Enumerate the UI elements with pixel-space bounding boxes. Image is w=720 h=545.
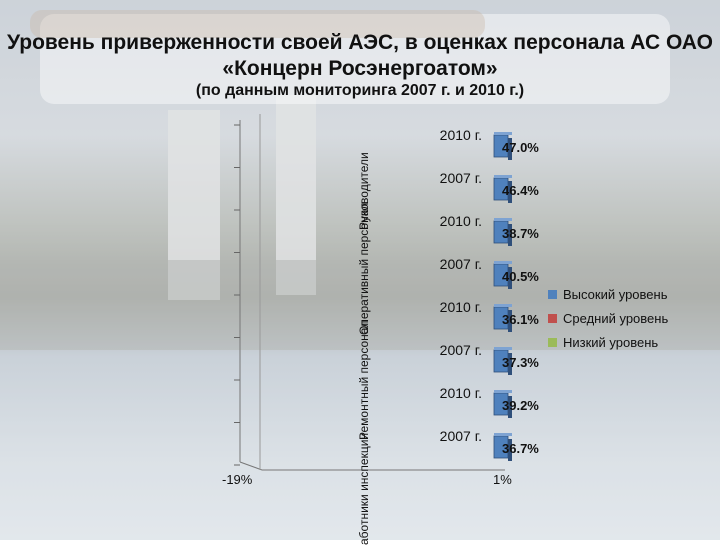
category-label: 2007 г. — [439, 428, 482, 444]
bar-side — [508, 310, 512, 332]
category-label: 2007 г. — [439, 342, 482, 358]
data-label: 47.0% — [502, 140, 539, 155]
legend-label: Средний уровень — [563, 310, 669, 326]
legend-swatch — [548, 313, 557, 323]
bar-top — [494, 433, 512, 436]
legend-swatch — [548, 289, 557, 299]
category-label: 2010 г. — [439, 385, 482, 401]
category-label: 2007 г. — [439, 256, 482, 272]
x-tick-label: -19% — [222, 472, 253, 487]
bar-top — [494, 304, 512, 307]
legend-item: Высокий уровень — [548, 282, 668, 306]
bar-side — [508, 353, 512, 375]
title-tab — [30, 10, 485, 38]
bar-side — [508, 396, 512, 418]
data-label: 38.7% — [502, 226, 539, 241]
page-subtitle: (по данным мониторинга 2007 г. и 2010 г.… — [195, 82, 525, 99]
bar-side — [508, 439, 512, 461]
bar-top — [494, 390, 512, 393]
data-label: 36.1% — [502, 312, 539, 327]
bar-side — [508, 138, 512, 160]
legend: Высокий уровень Средний уровень Низкий у… — [548, 282, 668, 354]
legend-item: Средний уровень — [548, 306, 668, 330]
legend-label: Низкий уровень — [563, 334, 659, 350]
data-label: 36.7% — [502, 441, 539, 456]
bar-top — [494, 218, 512, 221]
data-label: 40.5% — [502, 269, 539, 284]
bar-side — [508, 267, 512, 289]
category-label: 2007 г. — [439, 170, 482, 186]
bar-side — [508, 224, 512, 246]
group-label: Оперативный персонал — [357, 202, 371, 335]
category-label: 2010 г. — [439, 213, 482, 229]
group-label: аботники инспекции — [357, 432, 371, 545]
bar-top — [494, 261, 512, 264]
legend-label: Высокий уровень — [563, 286, 668, 302]
data-label: 37.3% — [502, 355, 539, 370]
bar-top — [494, 347, 512, 350]
page-title: Уровень приверженности своей АЭС, в оцен… — [7, 31, 713, 80]
x-tick-label: 1% — [493, 472, 512, 487]
legend-item: Низкий уровень — [548, 330, 668, 354]
bar-top — [494, 175, 512, 178]
category-label: 2010 г. — [439, 127, 482, 143]
title-band — [40, 14, 670, 104]
bar-side — [508, 181, 512, 203]
category-label: 2010 г. — [439, 299, 482, 315]
group-label: Ремонтный персонал — [357, 320, 371, 440]
data-label: 46.4% — [502, 183, 539, 198]
legend-swatch — [548, 337, 557, 347]
data-label: 39.2% — [502, 398, 539, 413]
axis-floor-edge — [239, 461, 263, 471]
bar-top — [494, 132, 512, 135]
plant-building — [0, 260, 720, 350]
